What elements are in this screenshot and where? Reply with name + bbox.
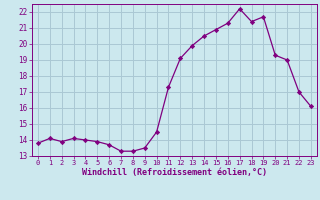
X-axis label: Windchill (Refroidissement éolien,°C): Windchill (Refroidissement éolien,°C) bbox=[82, 168, 267, 177]
